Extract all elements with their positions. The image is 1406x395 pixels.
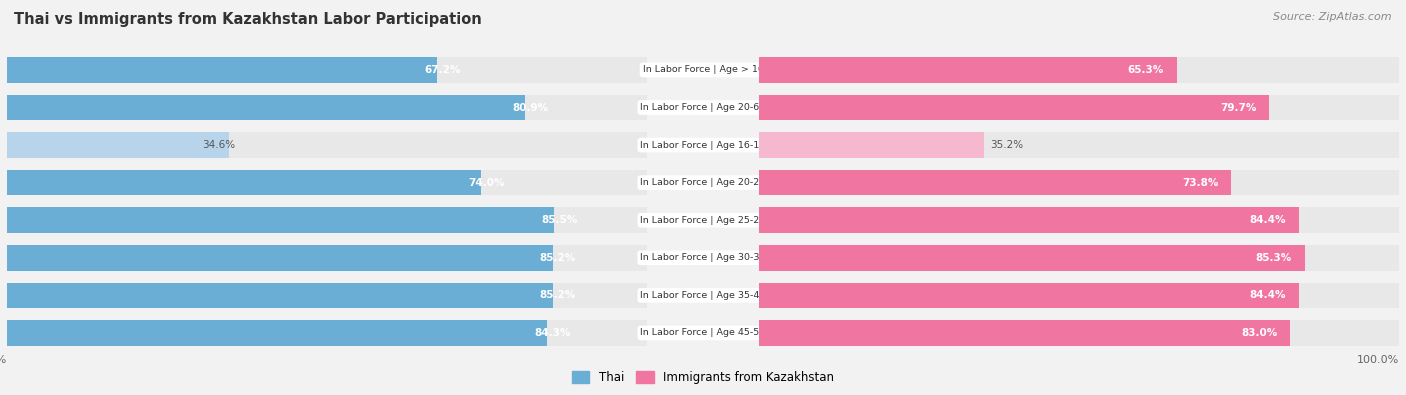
Bar bbox=[759, 207, 1299, 233]
Bar bbox=[7, 207, 647, 233]
Text: Source: ZipAtlas.com: Source: ZipAtlas.com bbox=[1274, 12, 1392, 22]
Text: 100.0%: 100.0% bbox=[1357, 355, 1399, 365]
Text: In Labor Force | Age > 16: In Labor Force | Age > 16 bbox=[643, 66, 763, 74]
Text: 84.4%: 84.4% bbox=[1250, 215, 1286, 225]
Bar bbox=[7, 320, 547, 346]
Bar bbox=[7, 170, 481, 196]
Text: 79.7%: 79.7% bbox=[1220, 103, 1256, 113]
Bar bbox=[7, 282, 553, 308]
Text: 85.2%: 85.2% bbox=[540, 253, 576, 263]
Bar bbox=[759, 57, 1177, 83]
Bar bbox=[7, 282, 647, 308]
Text: In Labor Force | Age 16-19: In Labor Force | Age 16-19 bbox=[640, 141, 766, 150]
Text: In Labor Force | Age 35-44: In Labor Force | Age 35-44 bbox=[640, 291, 766, 300]
Text: In Labor Force | Age 20-64: In Labor Force | Age 20-64 bbox=[640, 103, 766, 112]
Bar bbox=[7, 245, 553, 271]
Text: 100.0%: 100.0% bbox=[0, 355, 7, 365]
Text: 73.8%: 73.8% bbox=[1182, 178, 1219, 188]
Bar bbox=[759, 132, 984, 158]
Text: 83.0%: 83.0% bbox=[1241, 328, 1277, 338]
Text: In Labor Force | Age 20-24: In Labor Force | Age 20-24 bbox=[640, 178, 766, 187]
Text: 34.6%: 34.6% bbox=[202, 140, 235, 150]
Bar bbox=[759, 320, 1399, 346]
Bar bbox=[7, 95, 524, 120]
Bar bbox=[759, 95, 1270, 120]
Text: 74.0%: 74.0% bbox=[468, 178, 505, 188]
Text: Thai vs Immigrants from Kazakhstan Labor Participation: Thai vs Immigrants from Kazakhstan Labor… bbox=[14, 12, 482, 27]
Bar bbox=[759, 282, 1399, 308]
Text: 67.2%: 67.2% bbox=[425, 65, 461, 75]
Bar bbox=[7, 132, 647, 158]
Bar bbox=[759, 245, 1399, 271]
Bar bbox=[7, 132, 229, 158]
Bar bbox=[759, 245, 1305, 271]
Text: 65.3%: 65.3% bbox=[1128, 65, 1164, 75]
Text: In Labor Force | Age 25-29: In Labor Force | Age 25-29 bbox=[640, 216, 766, 225]
Bar bbox=[759, 207, 1399, 233]
Bar bbox=[759, 320, 1291, 346]
Bar bbox=[7, 95, 647, 120]
Text: 85.2%: 85.2% bbox=[540, 290, 576, 300]
Bar bbox=[759, 95, 1399, 120]
Bar bbox=[7, 320, 647, 346]
Bar bbox=[7, 207, 554, 233]
Bar bbox=[7, 57, 647, 83]
Bar bbox=[759, 57, 1399, 83]
Bar bbox=[759, 132, 1399, 158]
Text: 80.9%: 80.9% bbox=[512, 103, 548, 113]
Bar bbox=[7, 170, 647, 196]
Bar bbox=[759, 170, 1232, 196]
Text: 84.3%: 84.3% bbox=[534, 328, 571, 338]
Text: 35.2%: 35.2% bbox=[990, 140, 1024, 150]
Bar bbox=[7, 245, 647, 271]
Bar bbox=[759, 282, 1299, 308]
Bar bbox=[7, 57, 437, 83]
Text: 85.5%: 85.5% bbox=[541, 215, 578, 225]
Text: In Labor Force | Age 45-54: In Labor Force | Age 45-54 bbox=[640, 329, 766, 337]
Text: 85.3%: 85.3% bbox=[1256, 253, 1292, 263]
Text: In Labor Force | Age 30-34: In Labor Force | Age 30-34 bbox=[640, 253, 766, 262]
Legend: Thai, Immigrants from Kazakhstan: Thai, Immigrants from Kazakhstan bbox=[567, 367, 839, 389]
Bar bbox=[759, 170, 1399, 196]
Text: 84.4%: 84.4% bbox=[1250, 290, 1286, 300]
